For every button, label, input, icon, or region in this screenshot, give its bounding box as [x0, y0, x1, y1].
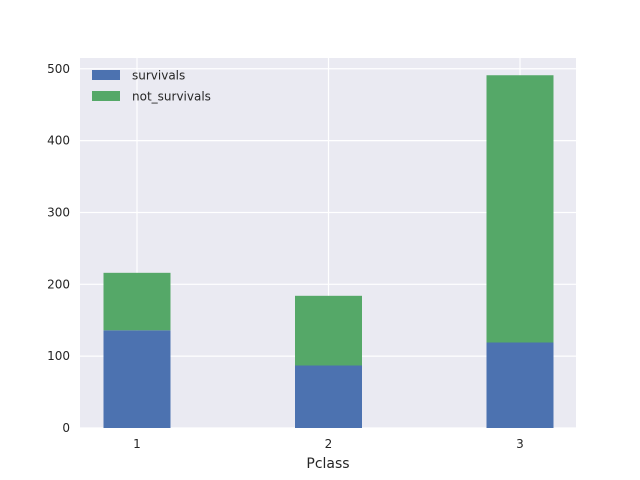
y-tick-label: 500	[47, 62, 70, 76]
bars-group	[103, 75, 554, 428]
y-tick-label: 200	[47, 277, 70, 291]
x-tick-label: 2	[325, 437, 333, 451]
x-axis-label: Pclass	[306, 456, 349, 472]
x-axis-ticks: 1 2 3	[133, 437, 524, 451]
bar-survivals-2	[295, 365, 362, 428]
bar-survivals-3	[486, 342, 554, 428]
x-tick-label: 3	[516, 437, 524, 451]
y-tick-label: 100	[47, 349, 70, 363]
x-tick-label: 1	[133, 437, 141, 451]
legend-swatch-not-survivals	[92, 91, 120, 101]
legend-swatch-survivals	[92, 70, 120, 80]
legend: survivals not_survivals	[92, 69, 211, 104]
y-tick-label: 400	[47, 134, 70, 148]
y-tick-label: 300	[47, 205, 70, 219]
bar-not-survivals-1	[103, 272, 171, 331]
y-axis-ticks: 0 100 200 300 400 500	[47, 62, 70, 435]
legend-label-survivals: survivals	[132, 69, 185, 83]
bar-not-survivals-3	[486, 75, 554, 343]
bar-not-survivals-2	[295, 295, 362, 366]
legend-label-not-survivals: not_survivals	[132, 90, 211, 104]
y-tick-label: 0	[62, 421, 70, 435]
bar-survivals-1	[103, 330, 171, 428]
